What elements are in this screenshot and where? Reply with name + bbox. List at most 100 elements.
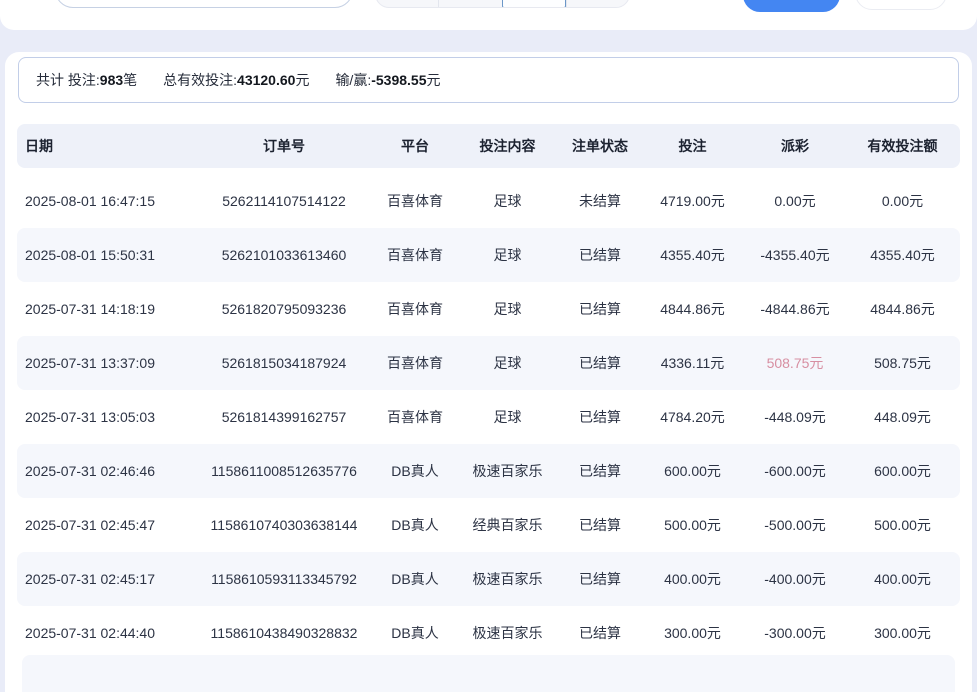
- table-row: 2025-07-31 02:45:47 1158610740303638144 DB…: [17, 498, 960, 552]
- header-cell-bet: 投注: [678, 138, 707, 154]
- cell-order: 5261820795093236: [221, 301, 347, 317]
- cell-payout: 508.75元: [766, 355, 824, 371]
- cell-platform: 百喜体育: [387, 355, 443, 371]
- summary-item-total-bets: 共计 投注:983笔: [36, 70, 137, 90]
- cell-valid: 508.75元: [874, 355, 931, 371]
- summary-suffix: 元: [295, 72, 310, 88]
- cell-date: 2025-07-31 02:45:47: [25, 517, 155, 533]
- header-cell-status: 注单状态: [572, 138, 628, 154]
- cell-bet: 600.00元: [664, 463, 721, 479]
- top-toolbar: [0, 0, 977, 30]
- cell-payout: -448.09元: [764, 409, 826, 425]
- cell-payout: -500.00元: [764, 517, 826, 533]
- cell-platform: 百喜体育: [387, 301, 443, 317]
- cell-status: 已结算: [579, 517, 621, 533]
- cell-valid: 4355.40元: [870, 247, 935, 263]
- summary-value: 983: [99, 72, 124, 88]
- cell-valid: 300.00元: [874, 625, 931, 641]
- table-header: 日期 订单号 平台 投注内容 注单状态 投注 派彩 有效投注额: [17, 124, 960, 168]
- header-cell-payout: 派彩: [781, 138, 809, 154]
- cell-status: 已结算: [579, 625, 621, 641]
- cell-date: 2025-08-01 16:47:15: [25, 193, 155, 209]
- summary-label: 输/赢:: [335, 72, 372, 88]
- cell-status: 已结算: [579, 301, 621, 317]
- cell-platform: DB真人: [391, 463, 439, 479]
- cell-status: 已结算: [579, 463, 621, 479]
- summary-label: 共计 投注:: [36, 72, 100, 88]
- cell-valid: 4844.86元: [870, 301, 935, 317]
- summary-suffix: 元: [426, 72, 441, 88]
- cell-content: 足球: [493, 247, 522, 263]
- cell-order: 1158610438490328832: [210, 625, 358, 641]
- summary-item-win-loss: 输/赢:-5398.55元: [335, 70, 440, 90]
- table-body: 2025-08-01 16:47:15 5262114107514122 百喜体育足…: [17, 174, 960, 660]
- cell-status: 已结算: [579, 409, 621, 425]
- cell-content: 足球: [493, 409, 522, 425]
- cell-bet: 4719.00元: [660, 193, 725, 209]
- header-cell-platform: 平台: [401, 138, 429, 154]
- table-row: 2025-07-31 02:46:46 1158611008512635776 DB…: [17, 444, 960, 498]
- table-row: 2025-08-01 15:50:31 5262101033613460 百喜体育 足…: [17, 228, 960, 282]
- cell-valid: 448.09元: [874, 409, 931, 425]
- search-input[interactable]: [55, 0, 353, 8]
- summary-suffix: 笔: [123, 72, 138, 88]
- header-cell-valid: 有效投注额: [867, 138, 938, 154]
- segment-option-1[interactable]: [376, 0, 438, 7]
- segment-option-3-selected[interactable]: [501, 0, 566, 7]
- partial-next-row-band: [22, 655, 955, 692]
- primary-action-button[interactable]: [743, 0, 840, 12]
- cell-order: 5261815034187924: [221, 355, 347, 371]
- cell-status: 已结算: [579, 355, 621, 371]
- segment-option-4[interactable]: [565, 0, 629, 7]
- cell-payout: -300.00元: [764, 625, 826, 641]
- header-cell-date: 日期: [25, 138, 53, 154]
- records-card: 共计 投注:983笔 总有效投注:43120.60元 输/赢:-5398.55元…: [5, 52, 972, 692]
- cell-order: 1158610593113345792: [211, 571, 357, 587]
- secondary-action-button[interactable]: [855, 0, 947, 10]
- cell-order: 1158611008512635776: [211, 463, 357, 479]
- cell-date: 2025-07-31 02:45:17: [25, 571, 155, 587]
- cell-content: 足球: [493, 355, 522, 371]
- header-cell-order: 订单号: [263, 138, 305, 154]
- cell-bet: 4336.11元: [660, 355, 725, 371]
- summary-bar: 共计 投注:983笔 总有效投注:43120.60元 输/赢:-5398.55元: [18, 57, 959, 103]
- cell-content: 经典百家乐: [472, 517, 543, 533]
- cell-content: 极速百家乐: [472, 571, 543, 587]
- cell-bet: 4355.40元: [660, 247, 725, 263]
- cell-bet: 400.00元: [664, 571, 721, 587]
- summary-value: -5398.55: [371, 72, 427, 88]
- summary-item-valid-bets: 总有效投注:43120.60元: [163, 70, 309, 90]
- cell-order: 1158610740303638144: [210, 517, 358, 533]
- cell-content: 足球: [493, 193, 522, 209]
- cell-status: 已结算: [579, 571, 621, 587]
- header-cell-content: 投注内容: [479, 138, 536, 154]
- cell-bet: 300.00元: [664, 625, 721, 641]
- summary-label: 总有效投注:: [163, 72, 238, 88]
- table-row: 2025-08-01 16:47:15 5262114107514122 百喜体育 足…: [17, 174, 960, 228]
- cell-date: 2025-07-31 13:37:09: [25, 355, 155, 371]
- cell-payout: -400.00元: [764, 571, 826, 587]
- cell-payout: -4355.40元: [760, 247, 830, 263]
- segment-option-2[interactable]: [438, 0, 501, 7]
- cell-valid: 0.00元: [881, 193, 924, 209]
- cell-date: 2025-07-31 02:44:40: [25, 625, 155, 641]
- cell-bet: 4844.86元: [660, 301, 725, 317]
- summary-value: 43120.60: [237, 72, 296, 88]
- cell-valid: 600.00元: [874, 463, 931, 479]
- cell-platform: DB真人: [391, 625, 439, 641]
- table-row: 2025-07-31 02:44:40 1158610438490328832 DB…: [17, 606, 960, 660]
- cell-content: 极速百家乐: [472, 463, 543, 479]
- cell-date: 2025-07-31 14:18:19: [25, 301, 155, 317]
- cell-status: 未结算: [579, 193, 621, 209]
- cell-payout: -600.00元: [764, 463, 826, 479]
- cell-date: 2025-07-31 02:46:46: [25, 463, 155, 479]
- table-row: 2025-07-31 13:37:09 5261815034187924 百喜体育 足…: [17, 336, 960, 390]
- cell-valid: 400.00元: [874, 571, 931, 587]
- cell-platform: 百喜体育: [387, 409, 443, 425]
- table-row: 2025-07-31 13:05:03 5261814399162757 百喜体育 足…: [17, 390, 960, 444]
- cell-bet: 500.00元: [664, 517, 721, 533]
- cell-platform: DB真人: [391, 517, 439, 533]
- cell-payout: 0.00元: [774, 193, 816, 209]
- cell-platform: 百喜体育: [387, 247, 443, 263]
- table-row: 2025-07-31 02:45:17 1158610593113345792 DB…: [17, 552, 960, 606]
